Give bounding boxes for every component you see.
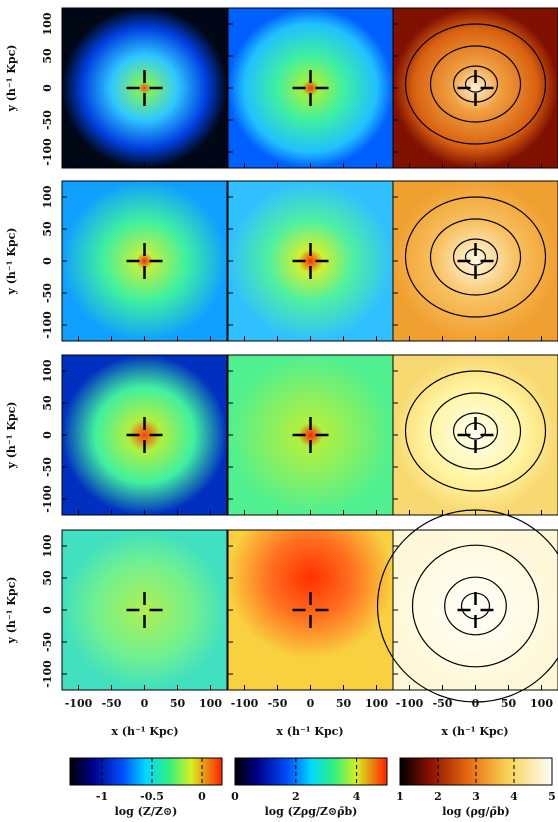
x-tick-label: 100 [530, 697, 553, 710]
contour [376, 509, 558, 703]
colorbar-tick-label: 1 [396, 790, 404, 803]
map-panel [62, 530, 227, 690]
crosshair [126, 417, 163, 453]
contour [404, 23, 547, 145]
y-tick-label: -100 [41, 138, 54, 166]
y-tick-label: -100 [41, 485, 54, 513]
colorbar-label: log (Zρg/Z⊙ρ̄b) [265, 805, 358, 818]
crosshair [457, 417, 494, 453]
x-label: x (h⁻¹ Kpc) [111, 725, 178, 738]
panels [61, 7, 558, 703]
contour [404, 196, 547, 318]
y-tick-label: 100 [41, 185, 54, 208]
x-tick-label: -100 [231, 697, 259, 710]
crosshair [126, 70, 163, 106]
map-panel [62, 355, 227, 515]
colorbar-tick-label: 0 [231, 790, 239, 803]
y-tick-label: 100 [41, 12, 54, 35]
contour [429, 392, 522, 470]
colorbar-tick-label: 5 [548, 790, 556, 803]
y-tick-label: 0 [41, 431, 54, 439]
y-tick-label: 100 [41, 359, 54, 382]
map-panel [393, 530, 558, 690]
contour [444, 576, 507, 636]
crosshair [457, 243, 494, 279]
colorbar-label: log (ρg/ρ̄b) [442, 805, 509, 818]
y-label: y (h⁻¹ Kpc) [5, 401, 18, 469]
map-panel [228, 181, 393, 341]
colorbar [69, 757, 223, 786]
crosshair [126, 592, 163, 628]
y-tick-label: 0 [41, 84, 54, 92]
map-panel [393, 355, 558, 515]
map-panel [62, 181, 227, 341]
crosshair [292, 70, 329, 106]
colorbar-tick-label: 2 [434, 790, 442, 803]
colorbar-tick-label: 0 [198, 790, 206, 803]
x-tick-label: 0 [307, 697, 315, 710]
contour [411, 544, 540, 668]
y-tick-label: 50 [41, 570, 54, 586]
crosshair [457, 70, 494, 106]
map-panel [228, 8, 393, 168]
x-tick-label: -50 [433, 697, 453, 710]
x-tick-label: 0 [141, 697, 149, 710]
colorbar-tick-label: 4 [353, 790, 361, 803]
y-tick-label: 50 [41, 395, 54, 411]
y-label: y (h⁻¹ Kpc) [5, 227, 18, 295]
y-tick-label: 0 [41, 606, 54, 614]
map-panel [393, 181, 558, 341]
map-panel [62, 8, 227, 168]
y-tick-label: -50 [41, 632, 54, 652]
contour [429, 218, 522, 296]
colorbar-tick-label: 2 [292, 790, 300, 803]
y-tick-label: -50 [41, 110, 54, 130]
crosshair [292, 243, 329, 279]
crosshair [292, 592, 329, 628]
x-label: x (h⁻¹ Kpc) [441, 725, 508, 738]
y-tick-label: 50 [41, 221, 54, 237]
y-label: y (h⁻¹ Kpc) [5, 44, 18, 112]
map-panel [393, 8, 558, 168]
x-tick-label: 100 [199, 697, 222, 710]
crosshair [126, 243, 163, 279]
y-tick-label: 50 [41, 48, 54, 64]
y-tick-label: -50 [41, 457, 54, 477]
y-tick-label: 100 [41, 534, 54, 557]
crosshair [292, 417, 329, 453]
y-tick-label: -100 [41, 660, 54, 688]
x-tick-label: 50 [170, 697, 186, 710]
colorbar [234, 757, 388, 786]
x-tick-label: -100 [396, 697, 424, 710]
contour [429, 45, 522, 123]
y-tick-label: 0 [41, 257, 54, 265]
x-tick-label: 100 [365, 697, 388, 710]
colorbar-label: log (Z/Z⊙) [115, 805, 178, 818]
colorbar-tick-label: -0.5 [140, 790, 164, 803]
x-tick-label: -50 [102, 697, 122, 710]
map-panel [228, 530, 393, 690]
x-tick-label: -50 [268, 697, 288, 710]
x-label: x (h⁻¹ Kpc) [276, 725, 343, 738]
x-tick-label: 50 [336, 697, 352, 710]
colorbar-tick-label: 4 [510, 790, 518, 803]
contour [404, 370, 547, 492]
x-tick-label: 0 [472, 697, 480, 710]
x-tick-label: 50 [501, 697, 517, 710]
crosshair [457, 592, 494, 628]
colorbar-tick-label: 3 [472, 790, 480, 803]
y-label: y (h⁻¹ Kpc) [5, 576, 18, 644]
y-tick-label: -50 [41, 283, 54, 303]
x-tick-label: -100 [65, 697, 93, 710]
map-panel [228, 355, 393, 515]
colorbar-tick-label: -1 [96, 790, 108, 803]
y-tick-label: -100 [41, 311, 54, 339]
